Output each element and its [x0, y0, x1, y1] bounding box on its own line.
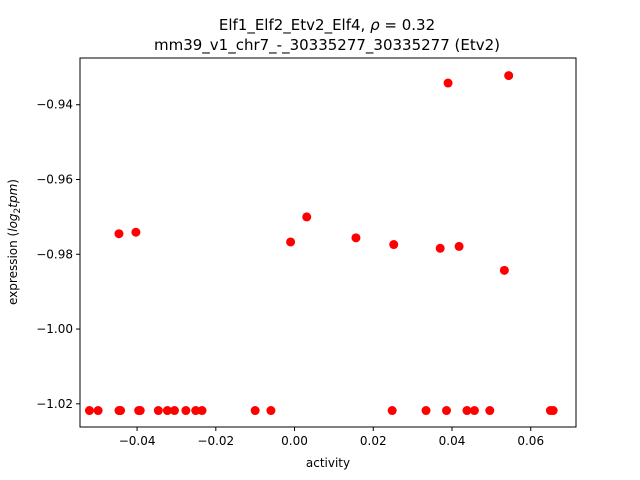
y-tick-label: −1.02 — [36, 397, 73, 411]
x-tick-label: 0.02 — [360, 434, 387, 448]
data-point — [441, 406, 451, 416]
data-point — [499, 265, 509, 275]
x-axis-ticks: −0.04 −0.02 0.00 0.02 0.04 0.06 — [119, 427, 544, 448]
data-point — [469, 406, 479, 416]
plot-area — [79, 57, 577, 428]
data-point — [131, 227, 141, 237]
x-tick-label: 0.06 — [517, 434, 544, 448]
data-point — [250, 406, 260, 416]
data-point — [114, 229, 124, 239]
chart-title-line1: Elf1_Elf2_Etv2_Elf4, ρ = 0.32 — [219, 16, 435, 35]
chart-title-line2: mm39_v1_chr7_-_30335277_30335277 (Etv2) — [154, 36, 500, 55]
y-tick-label: −0.96 — [36, 173, 73, 187]
data-point — [302, 212, 312, 222]
data-point — [485, 406, 495, 416]
data-point — [504, 71, 514, 81]
y-tick-label: −0.94 — [36, 98, 73, 112]
data-point — [286, 237, 296, 247]
x-tick-label: −0.02 — [197, 434, 234, 448]
data-point — [191, 406, 201, 416]
data-point — [351, 233, 361, 243]
data-point — [266, 406, 276, 416]
data-point — [84, 406, 94, 416]
data-point — [454, 241, 464, 251]
data-point — [548, 406, 558, 416]
data-points — [84, 71, 558, 416]
y-axis-ticks: −1.02 −1.00 −0.98 −0.96 −0.94 — [36, 98, 80, 411]
data-point — [169, 406, 179, 416]
x-tick-label: −0.04 — [119, 434, 156, 448]
y-tick-label: −0.98 — [36, 247, 73, 261]
data-point — [93, 406, 103, 416]
data-point — [421, 406, 431, 416]
data-point — [443, 78, 453, 88]
data-point — [181, 406, 191, 416]
data-point — [116, 406, 126, 416]
data-point — [389, 240, 399, 250]
data-point — [153, 406, 163, 416]
x-axis-label: activity — [306, 456, 350, 470]
data-point — [162, 406, 172, 416]
x-tick-label: 0.00 — [281, 434, 308, 448]
data-point — [197, 406, 207, 416]
y-tick-label: −1.00 — [36, 322, 73, 336]
y-axis-label: expression (log2tpm) — [6, 179, 23, 305]
data-point — [462, 406, 472, 416]
data-point — [135, 406, 145, 416]
x-tick-label: 0.04 — [439, 434, 466, 448]
data-point — [387, 406, 397, 416]
axes-frame — [79, 57, 577, 428]
data-point — [435, 243, 445, 253]
